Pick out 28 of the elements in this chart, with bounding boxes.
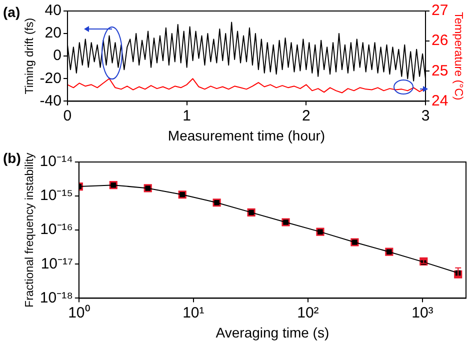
y-tick-label: 10⁻¹⁸ — [40, 289, 73, 306]
y-tick-label: -20 — [40, 70, 62, 87]
x-tick-label: 1 — [182, 107, 191, 124]
y2-tick-label: 24 — [432, 92, 448, 110]
y2-tick-label: 27 — [432, 2, 448, 20]
y2-tick-label: 25 — [432, 62, 448, 80]
y-axis-title: Fractional frequency instability — [24, 152, 36, 308]
y-tick-label: 10⁻¹⁶ — [40, 221, 73, 238]
y-tick-label: 20 — [44, 24, 62, 42]
x-axis-title: Averaging time (s) — [216, 324, 330, 340]
y2-axis-title: Temperature (°C) — [452, 12, 464, 100]
text: (a) — [3, 4, 20, 20]
y-tick-label: 0 — [53, 47, 62, 64]
x-tick-label: 3 — [421, 107, 430, 124]
x-tick-label: 10¹ — [182, 304, 204, 322]
y-tick-label: 10⁻¹⁵ — [40, 187, 73, 204]
x-tick-label: 10² — [297, 304, 319, 322]
x-axis-title: Measurement time (hour) — [168, 127, 326, 144]
y-axis-title: Timing drift (fs) — [24, 18, 36, 94]
y-tick-label: 10⁻¹⁴ — [40, 153, 73, 170]
y-tick-label: -40 — [40, 92, 62, 110]
x-tick-label: 2 — [302, 107, 310, 124]
text: (b) — [3, 150, 21, 166]
y-tick-label: 10⁻¹⁷ — [40, 255, 73, 272]
y-tick-label: 40 — [44, 2, 62, 20]
y2-tick-label: 26 — [432, 32, 448, 50]
x-tick-label: 10⁰ — [68, 304, 90, 322]
x-tick-label: 10³ — [412, 304, 434, 322]
